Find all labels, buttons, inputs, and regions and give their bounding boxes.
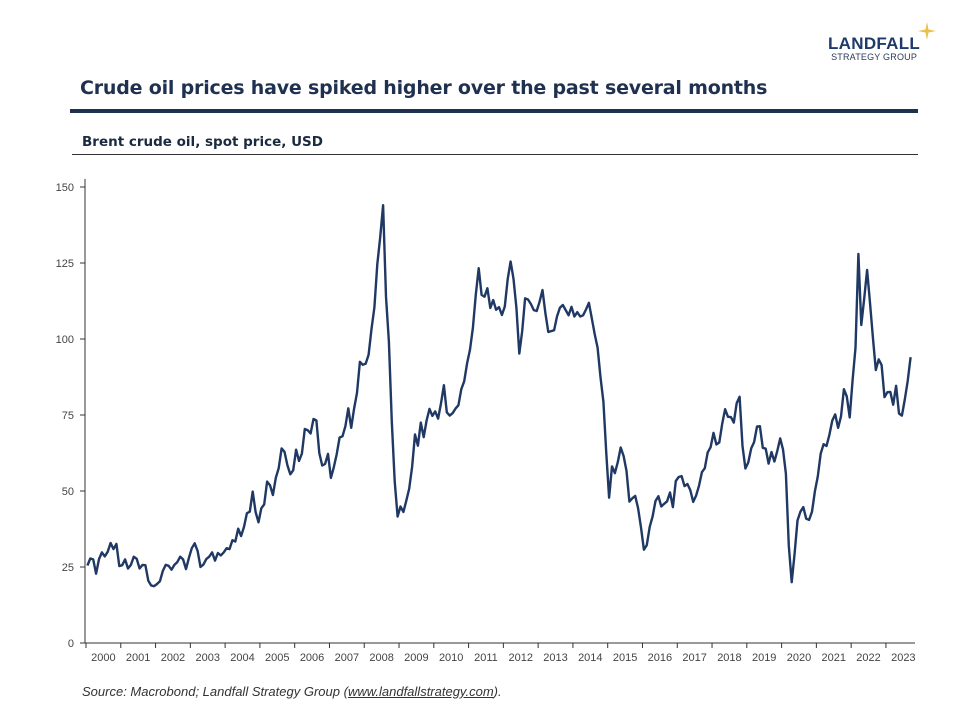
x-tick-label: 2000 (91, 652, 115, 664)
x-tick-label: 2006 (300, 652, 324, 664)
y-tick-label: 0 (68, 638, 74, 650)
source-text: Source: Macrobond; Landfall Strategy Gro… (82, 684, 348, 699)
y-tick-label: 125 (56, 258, 74, 270)
brent-price-line (86, 204, 912, 588)
x-tick-label: 2003 (195, 652, 219, 664)
star-icon (918, 22, 936, 40)
source-note: Source: Macrobond; Landfall Strategy Gro… (82, 684, 502, 699)
x-tick-label: 2021 (822, 652, 846, 664)
x-tick-label: 2017 (682, 652, 706, 664)
subtitle-divider (72, 154, 918, 155)
x-tick-label: 2005 (265, 652, 289, 664)
chart-subtitle: Brent crude oil, spot price, USD (82, 134, 323, 150)
logo-text: LANDFALL (828, 34, 921, 53)
source-suffix: ). (493, 684, 502, 699)
x-tick-label: 2007 (335, 652, 359, 664)
title-divider (70, 109, 918, 113)
x-tick-label: 2016 (648, 652, 672, 664)
x-tick-label: 2023 (891, 652, 915, 664)
x-tick-label: 2018 (717, 652, 741, 664)
landfall-logo: LANDFALL STRATEGY GROUP (828, 34, 920, 62)
x-tick-label: 2019 (752, 652, 776, 664)
y-tick-label: 150 (56, 182, 74, 194)
x-tick-label: 2014 (578, 652, 602, 664)
x-tick-label: 2001 (126, 652, 150, 664)
x-tick-label: 2020 (787, 652, 811, 664)
y-tick-label: 25 (62, 562, 74, 574)
x-tick-label: 2008 (369, 652, 393, 664)
x-tick-label: 2022 (856, 652, 880, 664)
y-tick-label: 50 (62, 486, 74, 498)
x-tick-label: 2011 (474, 652, 498, 664)
x-tick-label: 2012 (509, 652, 533, 664)
page-title: Crude oil prices have spiked higher over… (80, 77, 768, 99)
x-tick-label: 2013 (543, 652, 567, 664)
y-tick-label: 100 (56, 334, 74, 346)
x-tick-label: 2002 (161, 652, 185, 664)
logo-subtext: STRATEGY GROUP (831, 52, 918, 62)
y-tick-label: 75 (62, 410, 74, 422)
x-tick-label: 2015 (613, 652, 637, 664)
x-tick-label: 2009 (404, 652, 428, 664)
source-link[interactable]: www.landfallstrategy.com (347, 684, 494, 699)
x-tick-label: 2010 (439, 652, 463, 664)
x-tick-label: 2004 (230, 652, 254, 664)
